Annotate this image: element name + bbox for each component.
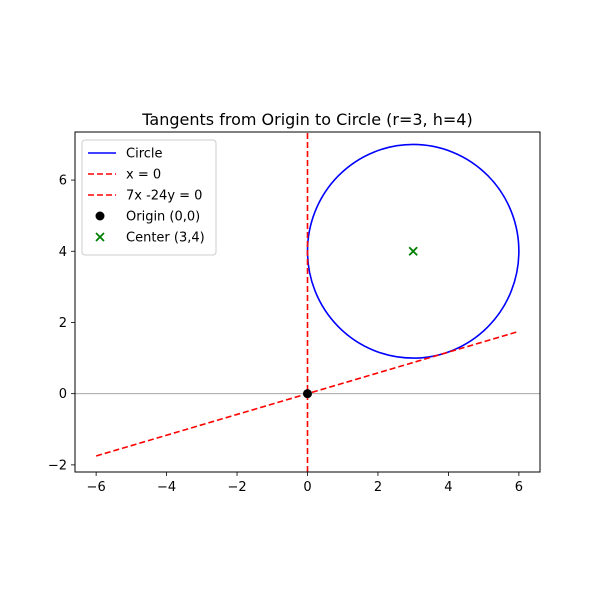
x-tick-label: 2 xyxy=(374,480,382,495)
legend-entry-origin-0-0-label: Origin (0,0) xyxy=(126,210,200,225)
chart-title: Tangents from Origin to Circle (r=3, h=4… xyxy=(141,110,472,129)
y-tick-label: 2 xyxy=(59,316,67,331)
x-tick-label: −2 xyxy=(227,480,246,495)
series-origin-0-0-point xyxy=(303,389,312,399)
legend-entry-center-3-4: Center (3,4) xyxy=(95,231,205,246)
axis-ticks: −6 −4 −2 0 2 4 6 −2 0 2 4 6 xyxy=(48,174,523,495)
y-tick-label: 0 xyxy=(59,387,67,402)
legend-entry-center-3-4-label: Center (3,4) xyxy=(126,231,205,246)
legend-entry-7x-24y-0-label: 7x -24y = 0 xyxy=(126,189,202,204)
legend-entry-7x-24y-0: 7x -24y = 0 xyxy=(88,189,202,204)
legend-entry-origin-0-0-marker xyxy=(95,211,105,221)
legend-box xyxy=(81,139,217,256)
y-tick-label: 6 xyxy=(59,174,67,189)
legend-entry-x-0-label: x = 0 xyxy=(126,168,161,183)
y-tick-label: −2 xyxy=(48,458,67,473)
x-tick-label: 4 xyxy=(444,480,452,495)
x-tick-label: −4 xyxy=(157,480,176,495)
x-tick-label: 6 xyxy=(515,480,523,495)
legend-entry-center-3-4-marker xyxy=(95,232,105,242)
legend-entry-circle-label: Circle xyxy=(126,147,163,162)
legend: Circle x = 0 7x -24y = 0 Origin (0,0) Center… xyxy=(81,139,217,256)
legend-entry-origin-0-0: Origin (0,0) xyxy=(95,210,200,225)
series-center-3-4-point-stroke xyxy=(408,246,418,256)
legend-entry-circle: Circle xyxy=(88,147,163,162)
x-tick-label: 0 xyxy=(303,480,311,495)
legend-entry-x-0: x = 0 xyxy=(88,168,161,183)
x-tick-label: −6 xyxy=(87,480,106,495)
y-tick-label: 4 xyxy=(59,245,67,260)
plot-area xyxy=(75,132,540,472)
series-center-3-4-point xyxy=(408,246,418,256)
